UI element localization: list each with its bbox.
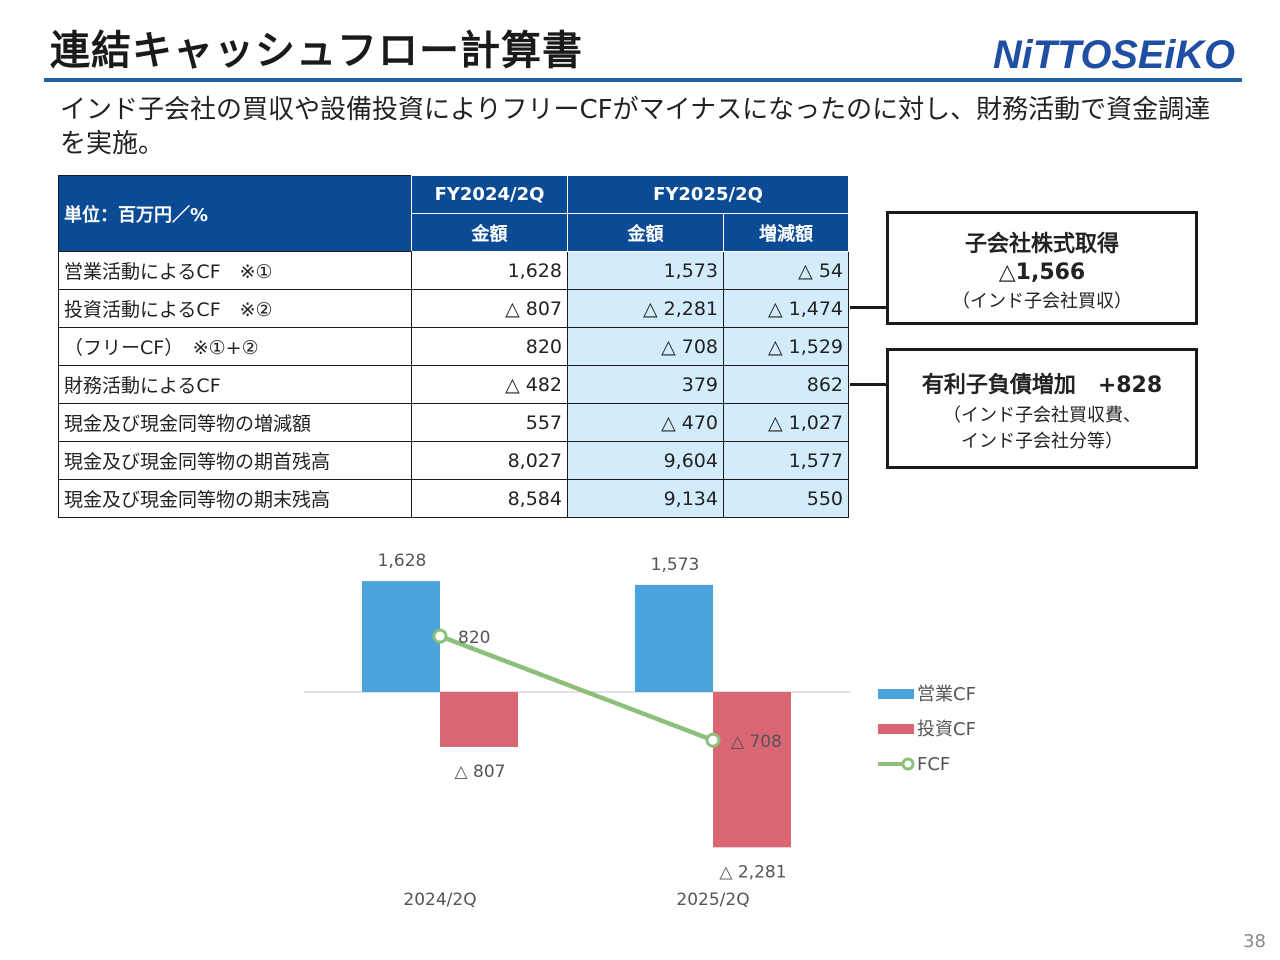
change-cell: 550 (723, 479, 849, 518)
curr-amount-cell: △ 470 (567, 403, 724, 442)
curr-amount-cell: 9,604 (567, 441, 724, 480)
curr-amount-header: 金額 (567, 213, 724, 252)
change-header: 増減額 (723, 213, 849, 252)
page-title: 連結キャッシュフロー計算書 (50, 28, 583, 74)
x-tick-label: 2024/2Q (403, 890, 476, 910)
callout-debt-heading: 有利子負債増加 +828 (921, 373, 1163, 398)
cashflow-table: 単位：百万円／% FY2024/2Q FY2025/2Q 金額 金額 増減額 営… (58, 175, 849, 518)
row-label: 財務活動によるCF (58, 365, 412, 404)
operating-cf-bar (362, 581, 440, 692)
investing-cf-bar (713, 692, 791, 848)
callout-acq-heading: 子会社株式取得 (964, 232, 1119, 257)
prev-amount-cell: 1,628 (411, 251, 568, 290)
legend-label-investing: 投資CF (917, 719, 976, 740)
fy-curr-header: FY2025/2Q (567, 175, 849, 214)
unit-header: 単位：百万円／% (58, 175, 412, 252)
row-label: 現金及び現金同等物の期首残高 (58, 441, 412, 480)
callout-acq-value: △1,566 (998, 260, 1086, 285)
table-header-row: 単位：百万円／% FY2024/2Q FY2025/2Q (58, 175, 849, 252)
table-row: 現金及び現金同等物の期首残高 8,027 9,604 1,577 (58, 441, 849, 480)
company-logo: NiTTOSEiKO (993, 33, 1235, 74)
callout-subsidiary-acquisition: 子会社株式取得 △1,566 （インド子会社買収） (886, 211, 1198, 325)
row-label: （フリーCF） ※①+② (58, 327, 412, 366)
legend-label-fcf: FCF (917, 754, 950, 775)
row-label: 現金及び現金同等物の増減額 (58, 403, 412, 442)
fy-prev-header: FY2024/2Q (411, 175, 568, 214)
table-row: 現金及び現金同等物の期末残高 8,584 9,134 550 (58, 479, 849, 518)
callout-leader-acq (850, 306, 888, 309)
svg-text:NiTTOSEiKO: NiTTOSEiKO (993, 33, 1235, 74)
row-label: 投資活動によるCF ※② (58, 289, 412, 328)
fcf-point (432, 628, 448, 644)
fcf-line (439, 634, 714, 743)
fcf-label: 820 (458, 628, 490, 648)
legend-swatch-investing (878, 724, 914, 734)
operating-cf-label: 1,573 (651, 555, 700, 575)
investing-cf-label: △ 807 (455, 762, 506, 782)
table-row: 現金及び現金同等物の増減額 557 △ 470 △ 1,027 (58, 403, 849, 442)
prev-amount-cell: 820 (411, 327, 568, 366)
change-cell: △ 1,027 (723, 403, 849, 442)
table-row: 営業活動によるCF ※① 1,628 1,573 △ 54 (58, 251, 849, 290)
investing-cf-label: △ 2,281 (719, 862, 786, 882)
change-cell: 862 (723, 365, 849, 404)
change-cell: △ 1,529 (723, 327, 849, 366)
title-underline (44, 78, 1242, 82)
callout-debt-note1: （インド子会社買収費、 (943, 405, 1141, 426)
legend-swatch-operating (878, 689, 914, 699)
callout-debt-increase: 有利子負債増加 +828 （インド子会社買収費、 インド子会社分等） (886, 348, 1198, 469)
operating-cf-bar (635, 584, 713, 692)
callout-acq-note: （インド子会社買収） (952, 291, 1132, 312)
page-number: 38 (1243, 931, 1266, 952)
table-row: （フリーCF） ※①+② 820 △ 708 △ 1,529 (58, 327, 849, 366)
prev-amount-header: 金額 (411, 213, 568, 252)
curr-amount-cell: 1,573 (567, 251, 724, 290)
x-tick-label: 2025/2Q (676, 890, 749, 910)
change-cell: 1,577 (723, 441, 849, 480)
fcf-label: △ 708 (731, 732, 782, 752)
row-label: 現金及び現金同等物の期末残高 (58, 479, 412, 518)
table-row: 財務活動によるCF △ 482 379 862 (58, 365, 849, 404)
investing-cf-bar (440, 692, 518, 747)
table-subheader-row: 金額 金額 増減額 (59, 213, 849, 252)
change-cell: △ 1,474 (723, 289, 849, 328)
legend-label-operating: 営業CF (917, 684, 976, 705)
fcf-point (705, 732, 721, 748)
row-label: 営業活動によるCF ※① (58, 251, 412, 290)
curr-amount-cell: 9,134 (567, 479, 724, 518)
change-cell: △ 54 (723, 251, 849, 290)
callout-leader-debt (850, 383, 888, 386)
curr-amount-cell: 379 (567, 365, 724, 404)
prev-amount-cell: 557 (411, 403, 568, 442)
callout-debt-note2: インド子会社分等） (961, 431, 1123, 452)
curr-amount-cell: △ 2,281 (567, 289, 724, 328)
legend-swatch-fcf-marker (901, 757, 915, 771)
operating-cf-label: 1,628 (378, 551, 427, 571)
prev-amount-cell: 8,584 (411, 479, 568, 518)
lead-text: インド子会社の買収や設備投資によりフリーCFがマイナスになったのに対し、財務活動… (60, 95, 1211, 159)
